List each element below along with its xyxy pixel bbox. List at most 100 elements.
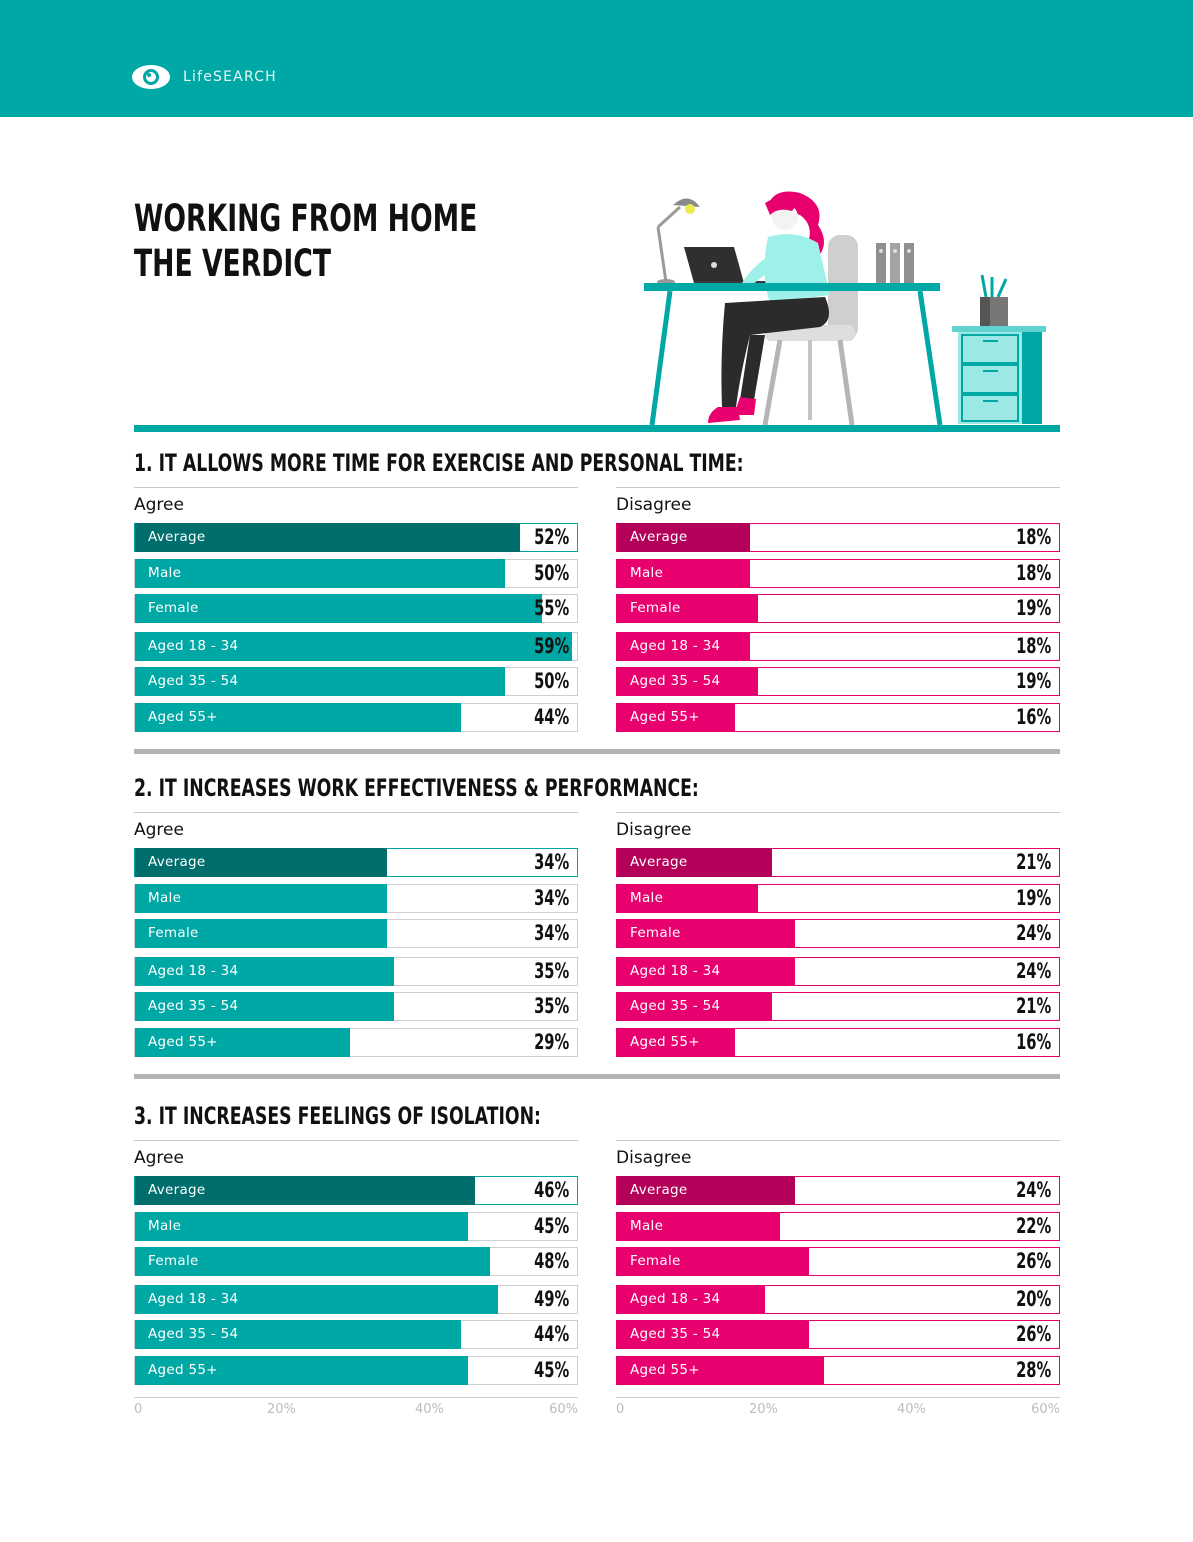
bar: [135, 919, 387, 948]
x-tick-label: 20%: [749, 1402, 778, 1417]
bar: [135, 1356, 468, 1385]
data-label: 24%: [1015, 1178, 1051, 1202]
bar: [135, 884, 387, 913]
bar: [135, 1028, 350, 1057]
bar-row: Male 45%: [134, 1212, 578, 1241]
data-label: 21%: [1015, 994, 1051, 1018]
bar: [617, 594, 758, 623]
bar-row: Aged 18 - 34 24%: [616, 957, 1060, 986]
bar: [617, 559, 751, 588]
data-label: 50%: [533, 561, 569, 585]
bar-row: Aged 35 - 54 50%: [134, 667, 578, 696]
category-label: Average: [630, 854, 688, 870]
bar: [135, 667, 505, 696]
bar-row: Aged 55+ 16%: [616, 703, 1060, 732]
bar: [617, 632, 751, 661]
category-label: Aged 35 - 54: [630, 998, 721, 1014]
logo-text: LifeSEARCH: [183, 69, 277, 85]
data-label: 21%: [1015, 850, 1051, 874]
title-line-2: THE VERDICT: [134, 242, 332, 285]
x-axis-agree: 0 20% 40% 60%: [134, 1393, 578, 1423]
bar-row: Aged 55+ 44%: [134, 703, 578, 732]
bar-row: Aged 55+ 16%: [616, 1028, 1060, 1057]
data-label: 18%: [1015, 561, 1051, 585]
category-label: Average: [630, 529, 688, 545]
category-label: Aged 55+: [148, 1034, 218, 1050]
category-label: Aged 18 - 34: [148, 638, 239, 654]
bar: [617, 703, 736, 732]
category-label: Aged 55+: [148, 709, 218, 725]
x-axis-disagree: 0 20% 40% 60%: [616, 1393, 1060, 1423]
x-tick-label: 40%: [897, 1402, 926, 1417]
bar-row: Aged 35 - 54 26%: [616, 1320, 1060, 1349]
data-label: 44%: [533, 1322, 569, 1346]
bar-row: Aged 55+ 29%: [134, 1028, 578, 1057]
x-tick-label: 60%: [1031, 1402, 1060, 1417]
x-tick-label: 40%: [415, 1402, 444, 1417]
bar-row: Female 24%: [616, 919, 1060, 948]
data-label: 22%: [1015, 1214, 1051, 1238]
category-label: Male: [148, 1218, 182, 1234]
bar-row: Female 48%: [134, 1247, 578, 1276]
bar-row: Aged 35 - 54 21%: [616, 992, 1060, 1021]
data-label: 18%: [1015, 634, 1051, 658]
category-label: Aged 55+: [630, 1362, 700, 1378]
bar-row: Aged 55+ 28%: [616, 1356, 1060, 1385]
section-2-disagree-label: Disagree: [616, 820, 692, 840]
data-label: 35%: [533, 994, 569, 1018]
category-label: Aged 35 - 54: [148, 998, 239, 1014]
section-1-disagree-rule: [616, 487, 1060, 488]
category-label: Aged 35 - 54: [148, 673, 239, 689]
bar-row: Male 22%: [616, 1212, 1060, 1241]
bar: [617, 1247, 810, 1276]
x-tick-label: 20%: [267, 1402, 296, 1417]
bar: [617, 992, 773, 1021]
data-label: 26%: [1015, 1322, 1051, 1346]
bar-row: Aged 35 - 54 35%: [134, 992, 578, 1021]
bar: [617, 1356, 825, 1385]
bar: [135, 594, 542, 623]
bar: [135, 523, 520, 552]
section-3-agree-rule: [134, 1140, 578, 1141]
section-1-agree-label: Agree: [134, 495, 184, 515]
data-label: 59%: [533, 634, 569, 658]
page-title: WORKING FROM HOME THE VERDICT: [134, 196, 477, 286]
binders-icon: [876, 243, 914, 283]
bar-row: Female 34%: [134, 919, 578, 948]
data-label: 34%: [533, 921, 569, 945]
bar: [617, 667, 758, 696]
category-label: Aged 18 - 34: [630, 638, 721, 654]
category-label: Female: [630, 925, 681, 941]
data-label: 20%: [1015, 1287, 1051, 1311]
data-label: 24%: [1015, 921, 1051, 945]
bar-row: Aged 35 - 54 19%: [616, 667, 1060, 696]
data-label: 16%: [1015, 1030, 1051, 1054]
bar: [617, 1176, 795, 1205]
data-label: 16%: [1015, 705, 1051, 729]
category-label: Aged 18 - 34: [148, 963, 239, 979]
category-label: Aged 55+: [148, 1362, 218, 1378]
category-label: Aged 55+: [630, 709, 700, 725]
bar-row: Male 18%: [616, 559, 1060, 588]
bar-row: Aged 18 - 34 49%: [134, 1285, 578, 1314]
section-2-agree-label: Agree: [134, 820, 184, 840]
data-label: 35%: [533, 959, 569, 983]
category-label: Average: [630, 1182, 688, 1198]
section-3-disagree-label: Disagree: [616, 1148, 692, 1168]
category-label: Female: [630, 600, 681, 616]
data-label: 52%: [533, 525, 569, 549]
data-label: 26%: [1015, 1249, 1051, 1273]
desk-icon: [644, 283, 943, 426]
bar-row: Aged 55+ 45%: [134, 1356, 578, 1385]
x-axis-line: [616, 1397, 1060, 1398]
section-1-agree-rule: [134, 487, 578, 488]
category-label: Aged 18 - 34: [630, 963, 721, 979]
bar: [135, 1247, 491, 1276]
x-tick-label: 60%: [549, 1402, 578, 1417]
eye-logo-icon: [132, 65, 170, 89]
bar-row: Average 52%: [134, 523, 578, 552]
bar: [135, 848, 387, 877]
lifesearch-logo[interactable]: LifeSEARCH: [131, 60, 277, 94]
data-label: 45%: [533, 1358, 569, 1382]
bar-row: Average 18%: [616, 523, 1060, 552]
